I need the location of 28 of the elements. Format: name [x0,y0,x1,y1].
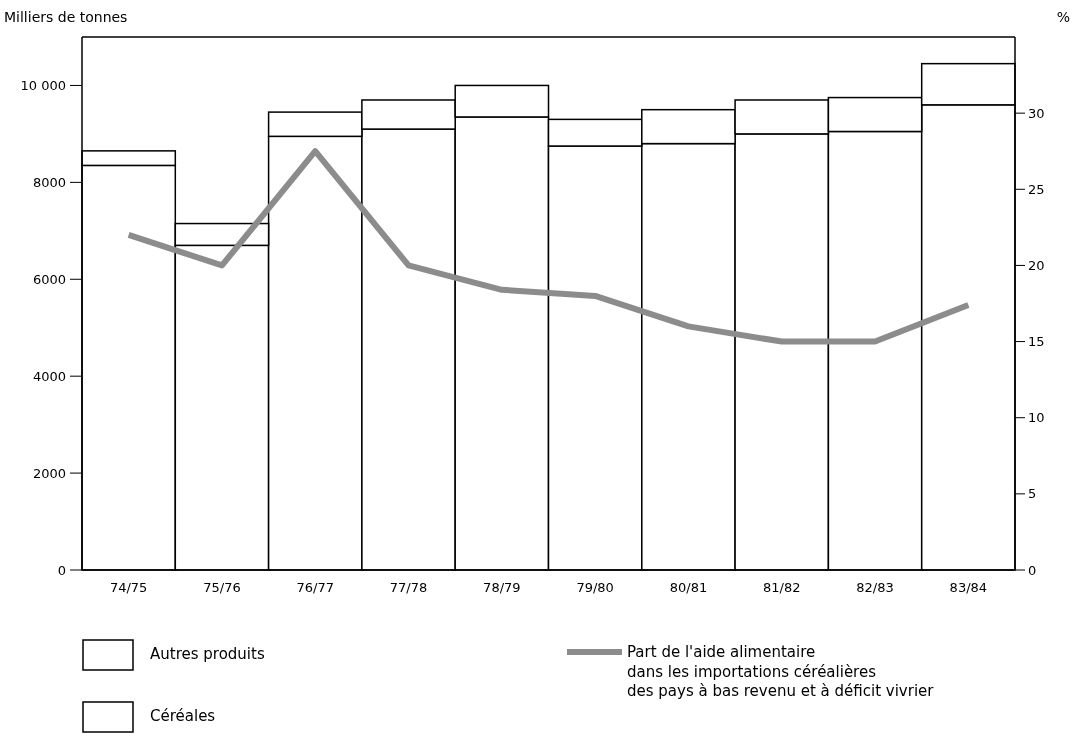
y2-tick-label: 5 [1028,486,1037,502]
legend-label: Autres produits [150,645,265,664]
x-tick-label: 81/82 [763,580,801,595]
x-tick-label: 76/77 [296,580,334,595]
x-tick-label: 78/79 [483,580,521,595]
y2-tick-label: 0 [1028,562,1037,578]
y2-tick-label: 20 [1028,257,1045,273]
y-tick-label: 10 000 [20,78,66,93]
x-tick-label: 75/76 [203,580,241,595]
y-tick-label: 2000 [32,465,66,481]
y2-axis-title: % [1056,9,1070,25]
x-tick-label: 80/81 [669,580,708,595]
y-tick-label: 4000 [32,368,66,384]
x-tick-label: 83/84 [949,580,988,595]
y2-tick-label: 25 [1028,181,1045,197]
y2-tick-label: 15 [1028,334,1045,350]
y2-tick-label: 10 [1028,410,1045,426]
x-tick-label: 74/75 [109,580,148,595]
legend-label: Céréales [150,707,216,726]
y-tick-label: 6000 [32,271,66,287]
y2-tick-label: 30 [1028,105,1045,121]
x-tick-label: 77/78 [389,580,428,595]
y-tick-label: 8000 [32,174,66,190]
y-tick-label: 0 [57,562,66,578]
y-axis-title: Milliers de tonnes [4,9,128,25]
legend-label: Part de l'aide alimentaire dans les importations céréalières des pays à bas revenu et à déficit vivrier [627,643,935,701]
x-tick-label: 82/83 [856,580,894,595]
x-tick-label: 79/80 [576,580,614,595]
